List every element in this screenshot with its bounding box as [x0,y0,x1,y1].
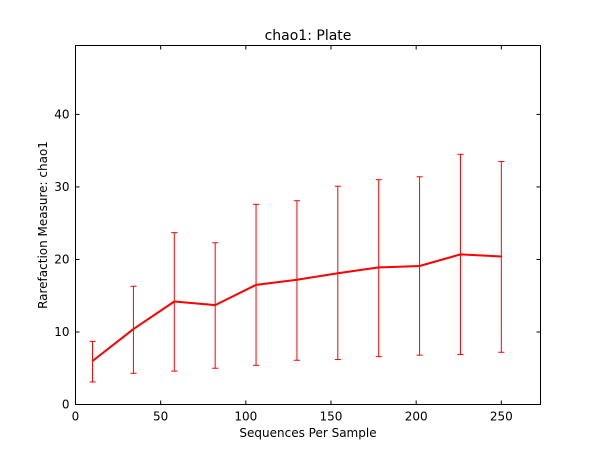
data-point [132,328,135,330]
y-axis-label: Rarefaction Measure: chao1 [36,141,50,309]
y-tick-label: 10 [54,325,69,339]
x-tick-label: 150 [320,410,343,424]
x-tick-label: 0 [72,410,80,424]
x-tick-label: 50 [153,410,168,424]
y-tick-label: 40 [54,107,69,121]
data-point [214,304,216,306]
data-point [91,360,94,362]
data-point [459,253,462,256]
data-point [296,278,298,281]
data-point [418,265,421,267]
chart-title: chao1: Plate [265,28,352,44]
data-point [500,255,503,258]
plot-area [75,45,541,405]
plot-frame [75,45,541,405]
y-tick-label: 30 [54,180,69,194]
x-tick-label: 100 [234,410,257,424]
x-tick-label: 200 [405,410,428,424]
x-tick-label: 250 [490,410,513,424]
x-axis: 0 50 100 150 200 250 [72,45,513,424]
x-axis-label: Sequences Per Sample [239,426,376,440]
data-point [173,300,176,303]
data-point [255,284,257,286]
y-axis: 0 10 20 30 40 [54,107,541,412]
series-layer [89,153,505,383]
y-tick-label: 0 [62,398,70,412]
data-point [337,272,339,275]
data-point [377,266,380,269]
y-tick-label: 20 [54,252,69,266]
